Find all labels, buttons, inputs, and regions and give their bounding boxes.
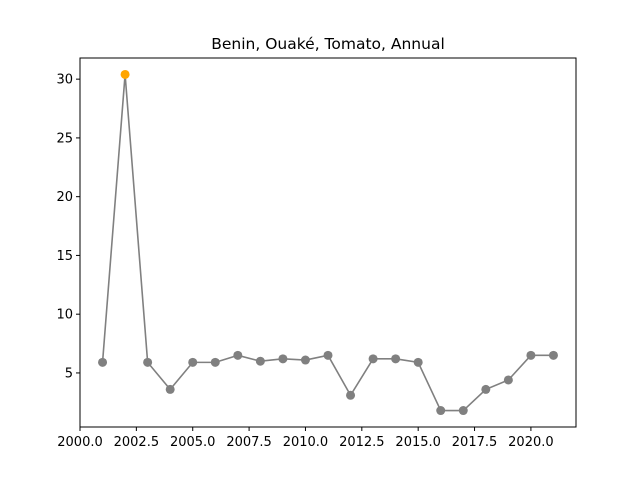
highlighted-data-point (120, 69, 130, 79)
data-point (481, 384, 491, 394)
data-point (255, 356, 265, 366)
series-line (101, 74, 554, 412)
x-tick-label: 2002.5 (114, 435, 160, 450)
data-point (346, 390, 356, 400)
y-tick-label: 25 (56, 131, 73, 146)
data-point (210, 357, 220, 367)
data-point (548, 350, 558, 360)
data-point (323, 350, 333, 360)
y-tick-label: 5 (65, 366, 73, 381)
y-tick-label: 20 (56, 190, 73, 205)
y-tick-label: 15 (56, 249, 73, 264)
series-layer (98, 69, 558, 416)
data-point (233, 350, 243, 360)
data-point (458, 406, 468, 416)
x-tick-label: 2005.0 (170, 435, 216, 450)
x-tick-label: 2007.5 (226, 435, 272, 450)
x-tick-label: 2015.0 (395, 435, 441, 450)
x-tick-label: 2010.0 (283, 435, 329, 450)
y-tick-label: 30 (56, 73, 73, 88)
x-tick-label: 2000.0 (57, 435, 103, 450)
data-point (300, 355, 310, 365)
plot-frame (79, 57, 577, 428)
x-tick-label: 2017.5 (452, 435, 498, 450)
chart-title: Benin, Ouaké, Tomato, Annual (211, 35, 445, 53)
x-axis: 2000.0 2002.5 2005.0 2007.5 2010.0 2012.5 2015… (57, 427, 554, 450)
data-point (188, 357, 198, 367)
data-point (391, 354, 401, 364)
y-axis: 5 10 15 20 25 30 (56, 73, 80, 381)
data-point (143, 357, 153, 367)
data-point (413, 357, 423, 367)
data-point (165, 384, 175, 394)
x-tick-label: 2012.5 (339, 435, 385, 450)
y-tick-label: 10 (56, 308, 73, 323)
data-point (436, 406, 446, 416)
data-point (368, 354, 378, 364)
x-tick-label: 2020.0 (508, 435, 554, 450)
data-point (503, 375, 513, 385)
data-point (526, 350, 536, 360)
data-point (278, 354, 288, 364)
data-point (98, 357, 108, 367)
